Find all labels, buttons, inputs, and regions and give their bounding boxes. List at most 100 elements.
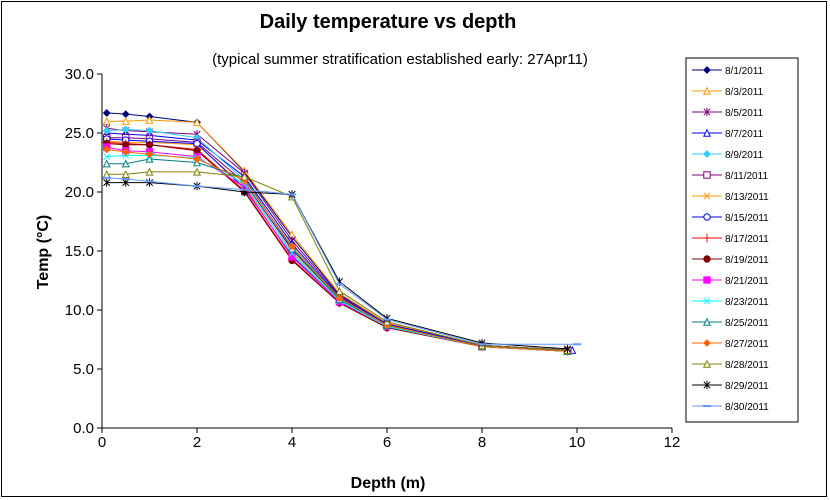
legend-label: 8/30/2011 (725, 402, 769, 413)
x-axis-label: Depth (m) (351, 475, 426, 492)
data-point (702, 128, 712, 137)
legend-label: 8/1/2011 (725, 66, 764, 77)
chart-subtitle: (typical summer stratification establish… (212, 51, 588, 68)
data-point (102, 109, 111, 117)
series-8-29-2011 (103, 178, 572, 354)
data-point (145, 167, 154, 176)
legend-label: 8/5/2011 (725, 108, 764, 119)
marker-cross-b (703, 297, 711, 305)
data-point (192, 118, 202, 127)
legend-box (685, 57, 799, 423)
data-point (102, 126, 111, 135)
marker-circle (703, 255, 711, 263)
series-line (106, 171, 568, 351)
marker-cross-b (703, 192, 711, 200)
x-tick-label: 6 (383, 434, 391, 451)
marker-diamond (102, 109, 111, 117)
legend-label: 8/13/2011 (725, 192, 769, 203)
marker-diamond (335, 294, 344, 303)
legend-label: 8/17/2011 (725, 234, 769, 245)
data-point (121, 147, 130, 156)
data-point (563, 344, 572, 354)
x-tick-label: 0 (98, 434, 106, 451)
legend-label: 8/19/2011 (725, 255, 769, 266)
data-point (703, 380, 711, 390)
data-point (121, 159, 130, 168)
y-tick-label: 15.0 (65, 243, 94, 260)
series-8-3-2011 (102, 115, 572, 354)
data-point (145, 141, 154, 149)
legend-label: 8/11/2011 (725, 171, 768, 182)
legend-item: 8/9/2011 (692, 150, 764, 161)
series-8-30-2011 (102, 176, 582, 346)
legend-label: 8/29/2011 (725, 381, 769, 392)
marker-square (703, 276, 711, 284)
data-point (121, 169, 130, 178)
marker-triangle (702, 359, 712, 368)
marker-diamond (703, 150, 711, 158)
marker-triangle (702, 86, 712, 95)
series-line (106, 127, 568, 351)
data-point (102, 145, 111, 154)
marker-triangle (121, 159, 130, 168)
marker-triangle (145, 154, 154, 163)
legend-item: 8/30/2011 (692, 402, 769, 413)
marker-square (288, 253, 296, 261)
y-tick-label: 25.0 (65, 125, 94, 142)
series-8-5-2011 (103, 124, 572, 355)
data-point (703, 150, 711, 158)
series-line (106, 182, 568, 350)
x-tick-label: 4 (288, 434, 296, 451)
series-line (106, 177, 577, 345)
legend-item: 8/25/2011 (692, 317, 769, 329)
marker-triangle (102, 159, 111, 168)
y-tick-label: 10.0 (65, 302, 94, 319)
series-8-15-2011 (103, 135, 572, 355)
legend-item: 8/3/2011 (692, 86, 764, 98)
legend-item: 8/17/2011 (692, 233, 769, 245)
data-point (193, 155, 201, 163)
legend-label: 8/25/2011 (725, 318, 769, 329)
data-point (335, 286, 344, 295)
series-line (106, 154, 568, 352)
x-tick-label: 8 (478, 434, 486, 451)
series-8-17-2011 (102, 138, 572, 356)
series-8-13-2011 (103, 137, 572, 355)
y-tick-label: 5.0 (73, 361, 94, 378)
x-tick-label: 12 (664, 434, 681, 451)
legend-item: 8/19/2011 (692, 255, 769, 266)
data-point (703, 213, 711, 221)
series-line (106, 141, 568, 352)
series-line (106, 138, 568, 352)
marker-circle (145, 141, 154, 149)
y-axis-label: Temp (°C) (35, 215, 52, 290)
series-line (106, 149, 568, 352)
marker-circle (703, 213, 711, 221)
series-line (106, 132, 573, 351)
chart-title: Daily temperature vs depth (260, 11, 517, 33)
legend-label: 8/3/2011 (725, 87, 764, 98)
data-point (145, 150, 154, 159)
series-line (106, 119, 568, 351)
marker-triangle (121, 116, 130, 125)
marker-triangle (240, 172, 249, 181)
data-point (145, 115, 154, 124)
marker-diamond (145, 126, 154, 135)
data-point (145, 154, 154, 163)
data-point (192, 167, 202, 176)
legend-label: 8/15/2011 (725, 213, 769, 224)
marker-diamond (703, 339, 711, 347)
series-8-21-2011 (103, 143, 572, 356)
legend-item: 8/21/2011 (692, 276, 769, 287)
marker-diamond (288, 242, 296, 251)
x-tick-label: 10 (569, 434, 586, 451)
series-8-23-2011 (103, 151, 572, 355)
series-8-28-2011 (102, 167, 572, 354)
data-point (288, 242, 296, 251)
data-point (703, 171, 711, 179)
legend-label: 8/27/2011 (725, 339, 769, 350)
data-point (703, 192, 711, 200)
data-point (121, 116, 130, 125)
y-tick-label: 20.0 (65, 184, 94, 201)
